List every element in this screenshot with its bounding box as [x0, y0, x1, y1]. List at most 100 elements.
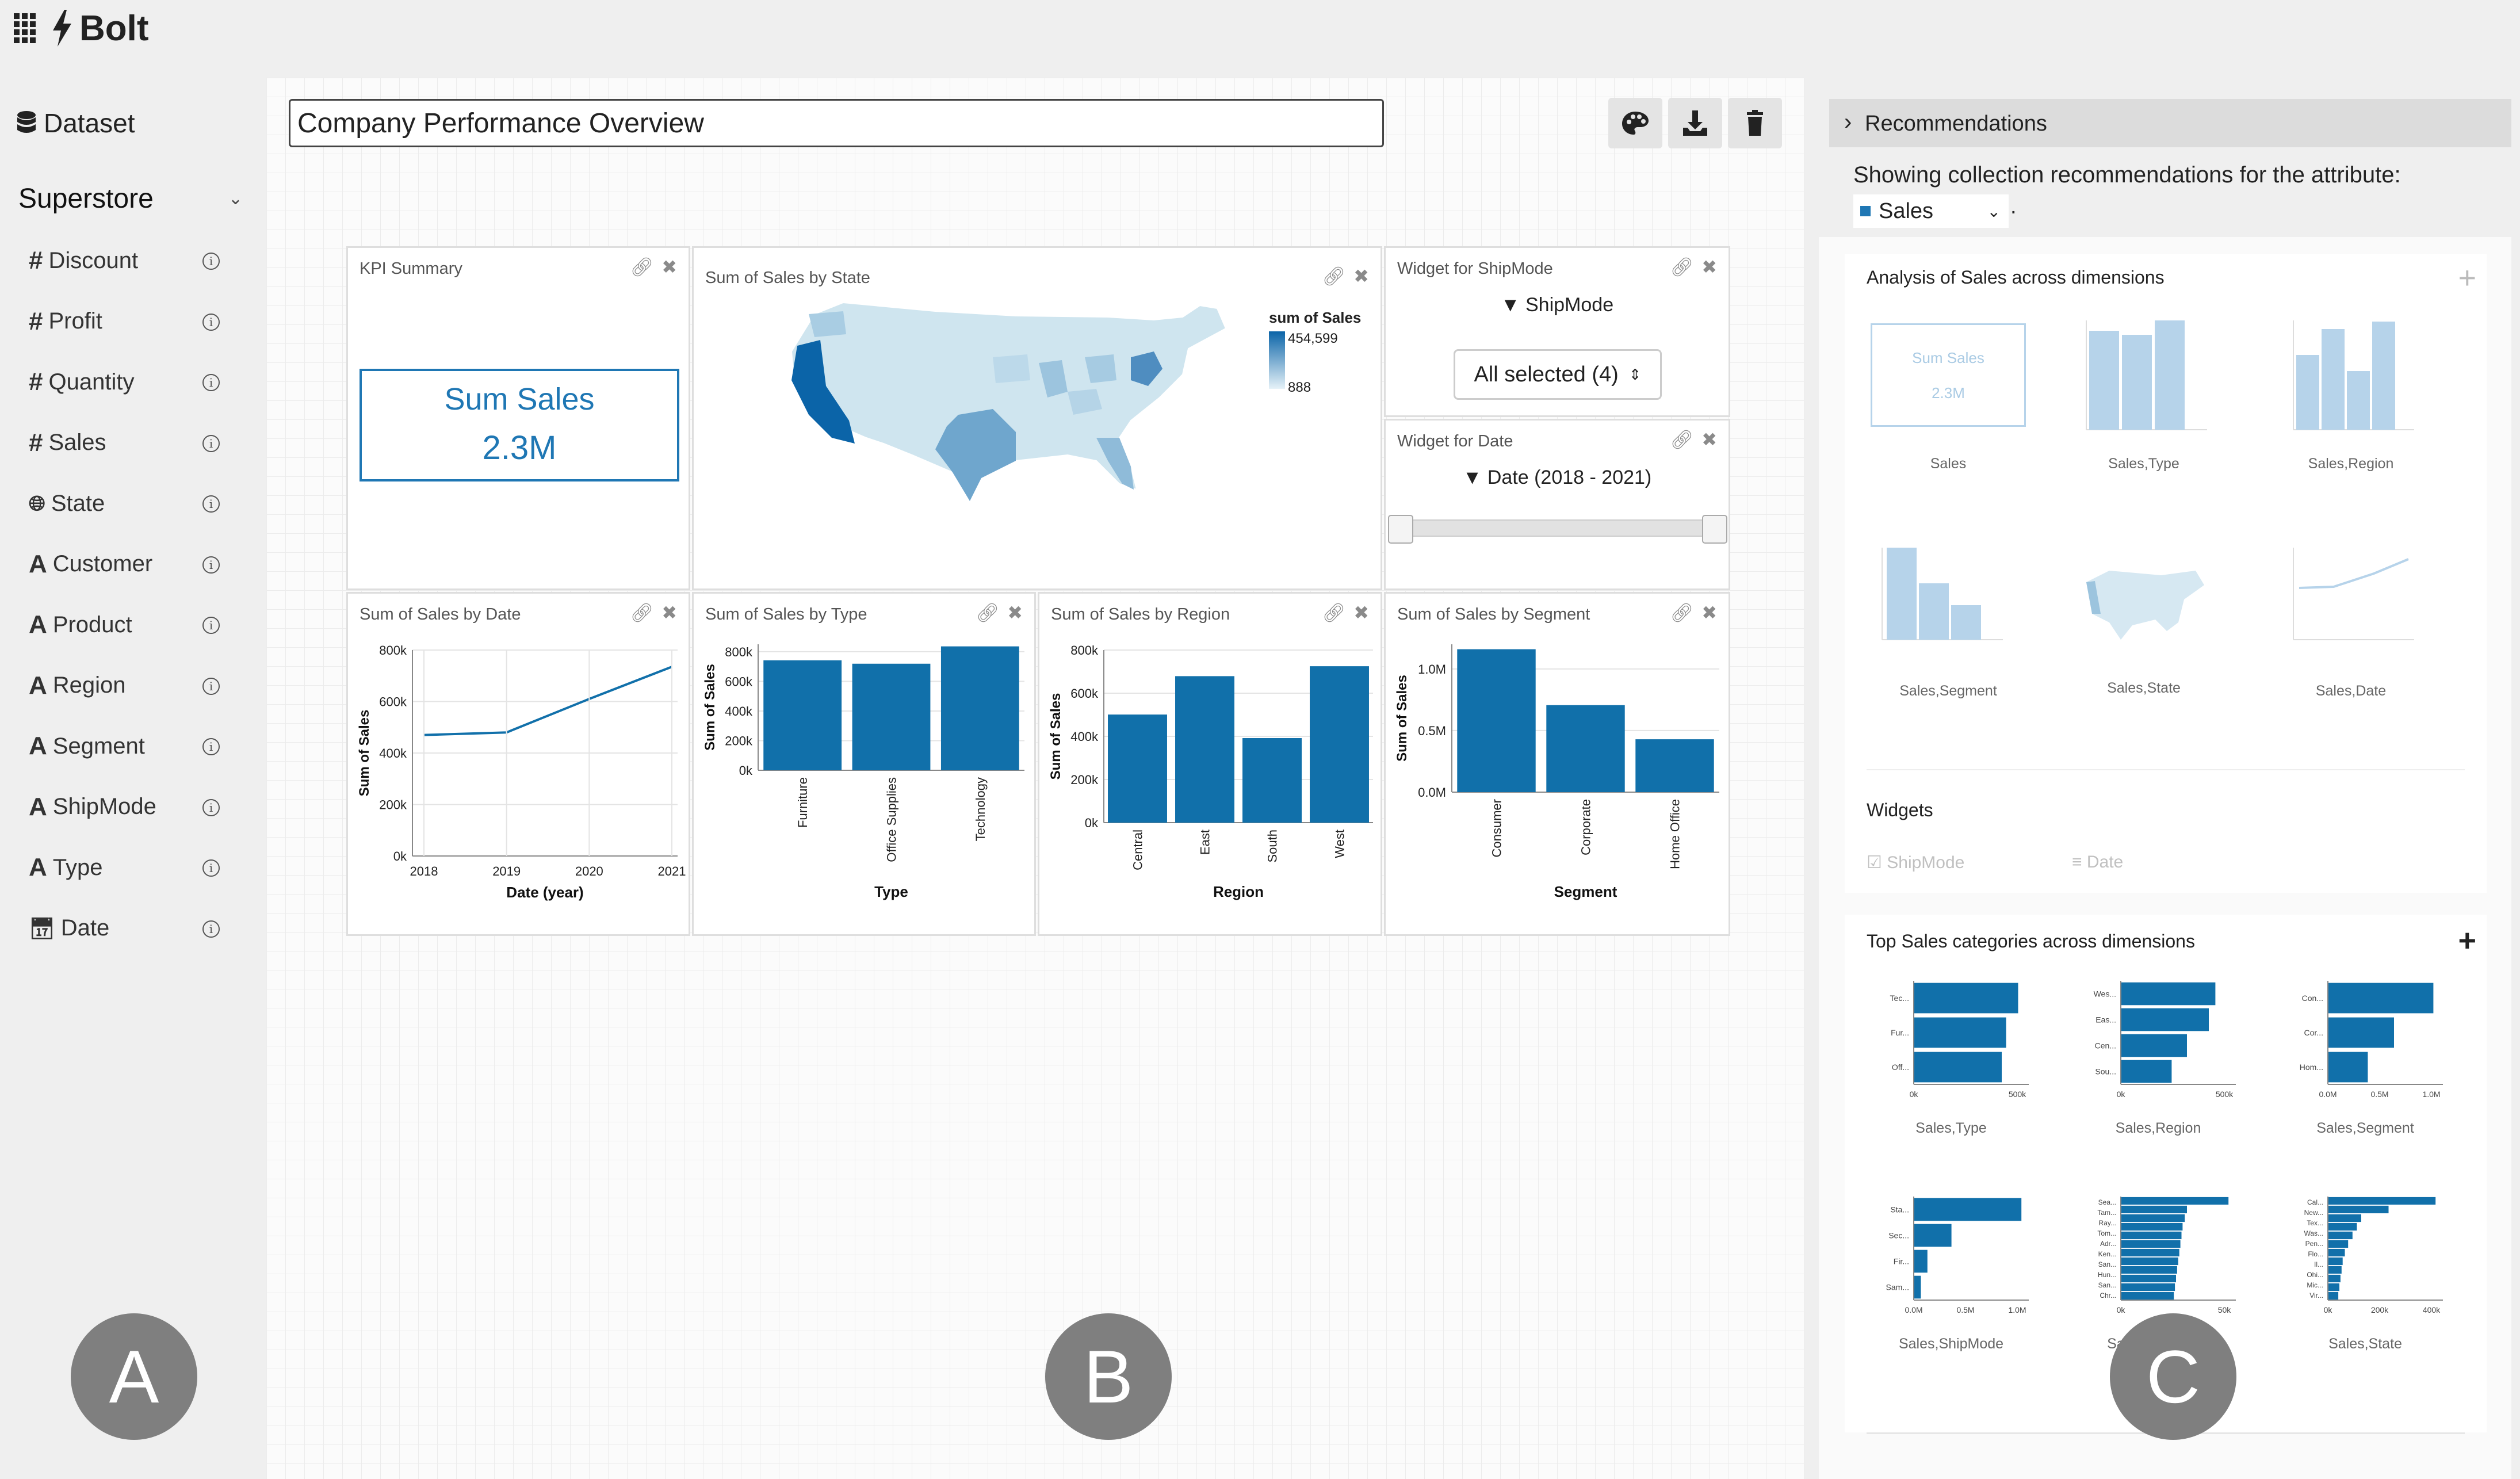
widget-suggestion-shipmode[interactable]: ☑ ShipMode: [1867, 853, 1964, 873]
shipmode-select[interactable]: All selected (4) ⇕: [1454, 349, 1662, 400]
slider-handle-end[interactable]: [1702, 515, 1727, 544]
info-icon[interactable]: i: [202, 495, 220, 513]
attribute-item[interactable]: A Type: [29, 850, 103, 885]
info-icon[interactable]: i: [202, 920, 220, 938]
attribute-item[interactable]: # Profit: [29, 304, 102, 339]
info-icon[interactable]: i: [202, 313, 220, 331]
info-icon[interactable]: i: [202, 556, 220, 574]
add-collection-icon[interactable]: +: [2458, 923, 2476, 958]
slider-handle-start[interactable]: [1388, 515, 1413, 544]
attribute-item[interactable]: 🌐︎ State: [29, 486, 105, 521]
app-logo[interactable]: Bolt: [13, 8, 149, 48]
attribute-name: ShipMode: [52, 794, 156, 819]
recommendations-header[interactable]: › Recommendations: [1829, 99, 2511, 147]
attribute-item[interactable]: A Product: [29, 607, 132, 642]
sales-by-state-map-widget[interactable]: Sum of Sales by State 🔗︎ ✖ sum of Sales 4…: [692, 246, 1382, 590]
info-icon[interactable]: i: [202, 798, 220, 816]
category-label: Pen...: [2305, 1240, 2323, 1248]
category-label: Hom...: [2300, 1063, 2323, 1072]
close-icon[interactable]: ✖: [1353, 266, 1369, 286]
tick-label: 500k: [2009, 1090, 2026, 1099]
thumb-hbar-chart[interactable]: Cal... New... Tex... Was... Pen... Flo... Il..…: [2276, 1185, 2449, 1329]
close-icon[interactable]: ✖: [1007, 602, 1023, 623]
link-icon[interactable]: 🔗︎: [1670, 257, 1694, 277]
kpi-summary-widget[interactable]: KPI Summary 🔗︎ ✖ Sum Sales 2.3M: [346, 246, 690, 590]
tick-label: 0k: [2117, 1090, 2126, 1099]
thumb-kpi[interactable]: Sum Sales 2.3M: [1871, 323, 2026, 427]
link-icon[interactable]: 🔗︎: [1322, 266, 1346, 286]
tick-label: 1.0M: [2008, 1305, 2026, 1314]
thumb-hbar-chart[interactable]: Sta... Sec... Fir... Sam... 0.0M 0.5M 1.0M: [1862, 1185, 2035, 1329]
attribute-item[interactable]: # Quantity: [29, 365, 134, 399]
delete-dashboard-button[interactable]: [1728, 98, 1782, 148]
link-icon[interactable]: 🔗︎: [1670, 429, 1694, 450]
us-choropleth-map[interactable]: sum of Sales 454,599 888: [694, 248, 1381, 588]
thumb-bar-region[interactable]: [2276, 315, 2426, 447]
tick-label: 0k: [1910, 1090, 1919, 1099]
dataset-selector[interactable]: Superstore ⌄: [18, 178, 243, 219]
add-collection-icon[interactable]: +: [2458, 261, 2476, 295]
info-icon[interactable]: i: [202, 738, 220, 755]
line-chart[interactable]: 0k 200k 400k 600k 800k 2018 2019 2020 2021 Date (…: [348, 594, 689, 934]
info-icon[interactable]: i: [202, 374, 220, 391]
widget-suggestion-label: Date: [2086, 853, 2124, 872]
link-icon[interactable]: 🔗︎: [630, 602, 654, 623]
dashboard-title-input[interactable]: Company Performance Overview: [289, 99, 1384, 147]
bar: [1457, 649, 1536, 792]
bar-chart[interactable]: 0k 200k 400k 600k 800k Central East South West Re…: [1039, 594, 1381, 934]
info-icon[interactable]: i: [202, 253, 220, 270]
download-button[interactable]: [1668, 98, 1722, 148]
sales-by-segment-widget[interactable]: Sum of Sales by Segment 🔗︎ ✖ 0.0M 0.5M 1.0M…: [1384, 592, 1730, 936]
close-icon[interactable]: ✖: [1701, 429, 1717, 450]
chevron-down-icon: ⌄: [228, 189, 243, 208]
close-icon[interactable]: ✖: [661, 602, 677, 623]
theme-button[interactable]: [1608, 98, 1662, 148]
sales-by-date-widget[interactable]: Sum of Sales by Date 🔗︎ ✖ 0k 200k 400k 600k 8…: [346, 592, 690, 936]
attribute-item[interactable]: 📅︎ Date: [29, 911, 109, 946]
info-icon[interactable]: i: [202, 677, 220, 695]
sales-by-region-widget[interactable]: Sum of Sales by Region 🔗︎ ✖ 0k 200k 400k 600…: [1038, 592, 1382, 936]
widget-suggestion-date[interactable]: ≡ Date: [2072, 853, 2123, 872]
thumb-map[interactable]: [2075, 559, 2213, 657]
sales-by-type-widget[interactable]: Sum of Sales by Type 🔗︎ ✖ 0k 200k 400k 600k 8…: [692, 592, 1036, 936]
attribute-item[interactable]: # Sales: [29, 426, 106, 460]
trash-icon: [1747, 110, 1763, 136]
y-tick-label: 600k: [379, 695, 407, 709]
attribute-item[interactable]: A Region: [29, 668, 126, 703]
link-icon[interactable]: 🔗︎: [630, 257, 654, 277]
attribute-item[interactable]: A ShipMode: [29, 790, 156, 824]
attribute-select[interactable]: Sales ⌄: [1853, 194, 2009, 228]
close-icon[interactable]: ✖: [1701, 602, 1717, 623]
thumb-bar-segment[interactable]: [1865, 542, 2014, 674]
thumb-line-date[interactable]: [2276, 542, 2426, 674]
close-icon[interactable]: ✖: [661, 257, 677, 277]
link-icon[interactable]: 🔗︎: [1322, 602, 1346, 623]
thumb-bar-type[interactable]: [2069, 315, 2219, 447]
checkbox-icon: ☑: [1867, 853, 1882, 872]
callout-b: B: [1045, 1313, 1172, 1440]
category-label: Fir...: [1894, 1257, 1909, 1266]
x-tick-label: West: [1333, 830, 1347, 858]
link-icon[interactable]: 🔗︎: [1670, 602, 1694, 623]
close-icon[interactable]: ✖: [1353, 602, 1369, 623]
thumb-hbar-chart[interactable]: Tec... Fur... Off... 0k 500k: [1862, 969, 2035, 1113]
analysis-collection-card[interactable]: Analysis of Sales across dimensions + Su…: [1845, 254, 2487, 893]
info-icon[interactable]: i: [202, 859, 220, 877]
attribute-item[interactable]: A Segment: [29, 729, 145, 763]
bar-chart[interactable]: 0.0M 0.5M 1.0M Consumer Corporate Home Office…: [1386, 594, 1729, 934]
bar-chart[interactable]: 0k 200k 400k 600k 800k Furniture Office Suppli…: [694, 594, 1034, 934]
top-categories-collection-card[interactable]: Top Sales categories across dimensions +…: [1845, 915, 2487, 1432]
shipmode-filter-widget[interactable]: Widget for ShipMode 🔗︎ ✖ ▼ ShipMode All s…: [1384, 246, 1730, 417]
close-icon[interactable]: ✖: [1701, 257, 1717, 277]
date-filter-widget[interactable]: Widget for Date 🔗︎ ✖ ▼ Date (2018 - 2021): [1384, 419, 1730, 590]
attribute-item[interactable]: A Customer: [29, 547, 152, 582]
attribute-sidebar: Dataset Superstore ⌄ # Discount i # Profit i #…: [0, 78, 266, 1479]
thumb-hbar-chart[interactable]: Wes... Eas... Cen... Sou... 0k 500k: [2069, 969, 2242, 1113]
link-icon[interactable]: 🔗︎: [976, 602, 1000, 623]
info-icon[interactable]: i: [202, 434, 220, 452]
attribute-item[interactable]: # Discount: [29, 243, 138, 278]
info-icon[interactable]: i: [202, 617, 220, 634]
thumb-hbar-chart[interactable]: Con... Cor... Hom... 0.0M 0.5M 1.0M: [2276, 969, 2449, 1113]
date-range-slider[interactable]: [1393, 519, 1723, 537]
thumb-hbar-chart[interactable]: Sea... Tam... Ray... Tom... Adr... Ken... San.…: [2069, 1185, 2242, 1329]
